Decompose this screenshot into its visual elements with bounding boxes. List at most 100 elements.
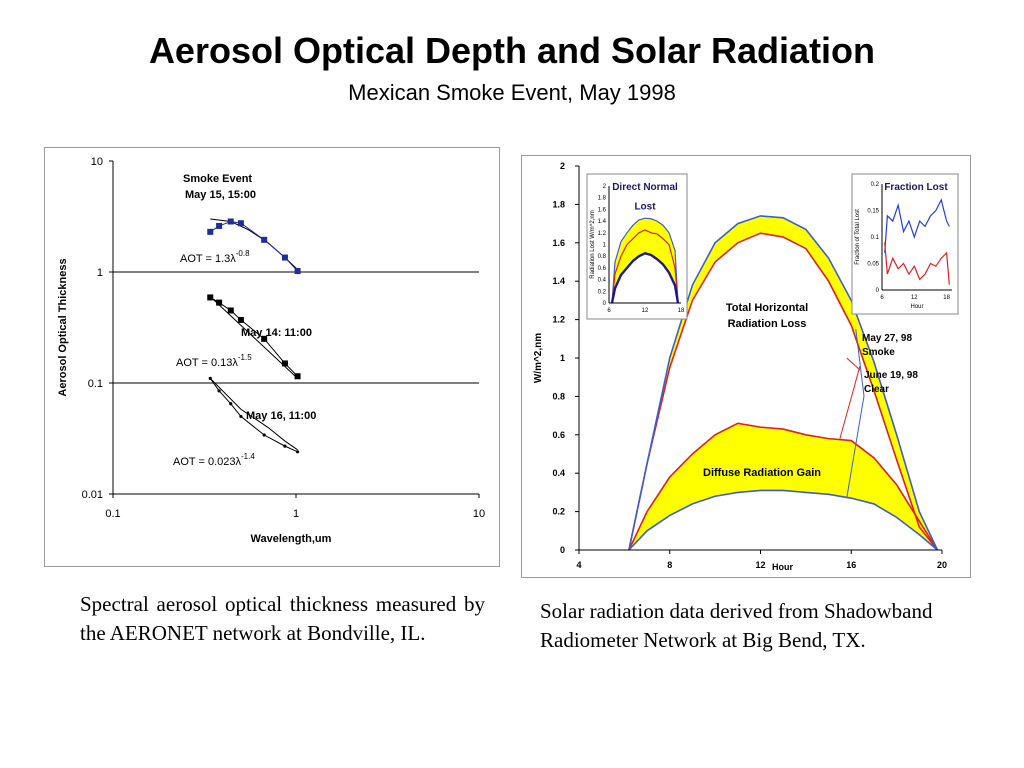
aot-chart-panel: 10 1 0.1 0.01 0.1 1 10 Wavelength,um Aerosol Opt…	[44, 147, 500, 567]
x-tick-label: 4	[576, 560, 581, 570]
radiation-loss-band	[628, 215, 938, 551]
inset-x-tick-label: 12	[642, 308, 649, 314]
inset-x-axis-label: Hour	[910, 304, 923, 310]
inset-y-axis-label: Radiation Lost W/m^2,nm	[590, 210, 596, 279]
inset-y-axis-label: Fraction of Total Lost	[855, 209, 861, 265]
inset-x-tick-label: 18	[943, 295, 950, 301]
slide-title: Aerosol Optical Depth and Solar Radiatio…	[148, 30, 876, 71]
radiation-chart-panel: 0 0.2 0.4 0.6 0.8 1 1.2 1.4 1.6 1.8 2 4 8 12 16 20 Hour W…	[521, 155, 971, 578]
diffuse-curve	[628, 489, 938, 551]
y-tick-label: 1.2	[552, 315, 565, 325]
data-point	[216, 222, 223, 229]
data-point	[294, 373, 301, 380]
data-point	[295, 450, 300, 454]
caption-aot: Spectral aerosol optical thickness measu…	[80, 592, 485, 645]
inset-annotation: Lost	[634, 201, 656, 212]
y-tick-label: 1	[97, 267, 103, 279]
data-point	[261, 335, 268, 342]
inset-curve	[611, 229, 679, 304]
y-tick-label: 1.8	[552, 199, 565, 209]
y-tick-label: 1.6	[552, 238, 565, 248]
fit-label: AOT = 0.13λ-1.5	[176, 353, 252, 369]
x-tick-label: 20	[937, 560, 947, 570]
series-label: Smoke Event	[183, 173, 252, 185]
annotation-clear: June 19, 98 Clear	[864, 370, 918, 395]
inset-y-tick-label: 1.6	[598, 207, 607, 213]
data-point	[261, 236, 268, 243]
inset-y-tick-label: 1.8	[598, 196, 607, 202]
fit-curve	[209, 378, 298, 451]
data-point	[294, 268, 301, 275]
x-tick-label: 8	[667, 560, 672, 570]
pointer-line	[846, 357, 861, 371]
inset-x-tick-label: 6	[880, 295, 884, 301]
y-axis-label: Aerosol Optical Thickness	[57, 258, 69, 396]
x-tick-label: 0.1	[105, 508, 120, 520]
x-tick-label: 10	[473, 508, 485, 520]
inset-curve	[610, 251, 680, 304]
inset-lost-band	[612, 218, 678, 303]
inset-x-tick-label: 12	[911, 295, 918, 301]
data-point	[208, 376, 212, 381]
inset-y-tick-label: 2	[603, 184, 607, 190]
inset-y-tick-label: 0	[603, 301, 607, 307]
fit-label: AOT = 1.3λ-0.8	[180, 249, 250, 265]
data-point	[216, 299, 223, 306]
inset-y-tick-label: 1.2	[598, 231, 607, 237]
annotation-smoke: May 27, 98 Smoke	[862, 333, 912, 358]
radiation-chart: 0 0.2 0.4 0.6 0.8 1 1.2 1.4 1.6 1.8 2 4 8 12 16 20 Hour W…	[533, 161, 959, 572]
data-point	[283, 444, 287, 448]
data-point	[207, 228, 214, 235]
total-curve	[628, 232, 939, 551]
pointer-line	[846, 395, 865, 499]
y-tick-label: 0.1	[88, 378, 103, 390]
y-tick-label: 0	[560, 545, 565, 555]
y-tick-label: 0.4	[552, 468, 565, 478]
inset-y-tick-label: 0	[876, 288, 880, 294]
inset-y-tick-label: 0.2	[871, 182, 880, 188]
data-point	[229, 402, 233, 406]
data-point	[207, 294, 214, 301]
inset-y-tick-label: 0.8	[598, 254, 607, 260]
pointer-line	[855, 329, 865, 397]
inset-title: Direct Normal	[612, 182, 678, 193]
x-axis-label: Hour	[772, 562, 793, 572]
x-tick-label: 12	[755, 560, 765, 570]
annotation-diffuse: Diffuse Radiation Gain	[703, 467, 821, 479]
series-label: May 14: 11:00	[241, 327, 312, 339]
data-point	[262, 433, 266, 437]
fit-label: AOT = 0.023λ-1.4	[173, 452, 255, 468]
data-point	[227, 307, 234, 314]
y-tick-label: 0.01	[82, 489, 103, 501]
inset-curve	[884, 242, 950, 285]
data-point	[217, 389, 221, 393]
annotation-loss: Total Horizontal Radiation Loss	[726, 302, 808, 330]
inset-y-tick-label: 1	[603, 243, 607, 249]
total-curve	[628, 215, 939, 551]
inset-y-tick-label: 0.15	[867, 209, 879, 215]
y-axis-label: W/m^2,nm	[533, 333, 544, 383]
data-point	[227, 218, 234, 225]
inset-y-tick-label: 0.4	[598, 278, 607, 284]
caption-radiation: Solar radiation data derived from Shadow…	[540, 599, 933, 652]
series-label: May 16, 11:00	[246, 410, 316, 422]
pointer-line	[839, 365, 861, 439]
inset-y-tick-label: 1.4	[598, 219, 607, 225]
x-tick-label: 16	[846, 560, 856, 570]
inset-x-tick-label: 18	[678, 308, 685, 314]
inset-curve	[611, 217, 679, 304]
inset-y-tick-label: 0.6	[598, 266, 607, 272]
diffuse-curve	[628, 422, 939, 551]
y-tick-label: 0.2	[552, 507, 565, 517]
data-point	[281, 254, 288, 261]
data-point	[281, 360, 288, 367]
inset-y-tick-label: 0.2	[598, 289, 607, 295]
y-tick-label: 0.8	[552, 391, 565, 401]
inset-curve	[884, 198, 950, 253]
data-point	[239, 414, 243, 419]
x-tick-label: 1	[293, 508, 299, 520]
series-label: May 15, 15:00	[185, 189, 256, 201]
inset-y-tick-label: 0.05	[867, 262, 879, 268]
data-point	[237, 316, 244, 323]
